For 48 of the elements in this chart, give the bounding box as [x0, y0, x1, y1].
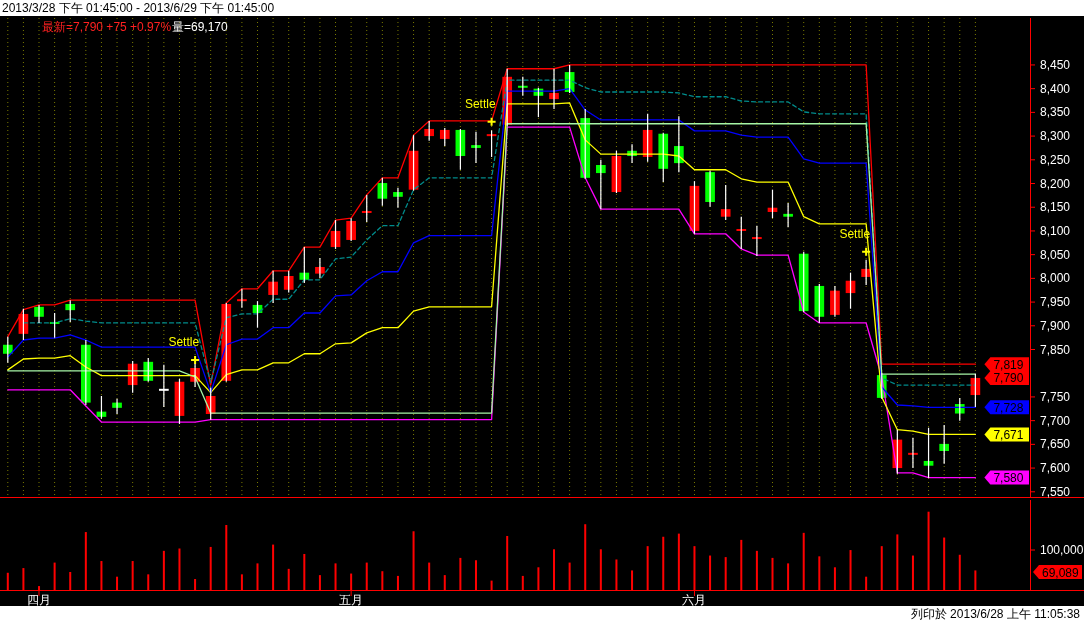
text: 列印於 2013/6/28 上午 11:05:38: [910, 607, 1081, 621]
y-tick-label: 8,450: [1040, 57, 1071, 72]
y-tick-label: 7,850: [1040, 342, 1071, 357]
line-series: [7, 126, 977, 479]
y-tick-label: 7,600: [1040, 461, 1071, 476]
candlestick: [439, 127, 450, 147]
y-tick-label: 8,150: [1040, 200, 1071, 215]
y-tick-label: 7,900: [1040, 318, 1071, 333]
data-label: 7,728: [993, 400, 1024, 415]
title: 2013/3/28 下午 01:45:00 - 2013/6/29 下午 01:45:00: [2, 1, 275, 15]
value-tag: 7,728: [984, 400, 1029, 415]
x-tick-label: 五月: [339, 593, 364, 607]
y-tick-label: 8,100: [1040, 223, 1071, 238]
y-tick-label: 7,950: [1040, 295, 1071, 310]
candlestick: [361, 194, 372, 223]
y-tick-label: 8,400: [1040, 81, 1071, 96]
data-label: 7,819: [993, 357, 1024, 372]
y-tick-label: 7,650: [1040, 437, 1071, 452]
value-tag: 69,089: [1033, 565, 1082, 580]
data-label: 7,580: [993, 471, 1024, 486]
annotation: 量=69,170: [172, 20, 229, 34]
candlestick: [596, 159, 606, 210]
candlestick: [814, 283, 825, 324]
y-tick-label: 8,250: [1040, 152, 1071, 167]
data-label: Settle: [464, 96, 496, 111]
candlestick: [65, 299, 76, 323]
annotation: 最新=7,790 +75 +0.97%: [42, 20, 172, 34]
y-tick-label: 8,350: [1040, 105, 1071, 120]
y-tick-label: 8,000: [1040, 271, 1071, 286]
y-tick-label: 7,750: [1040, 389, 1071, 404]
x-tick-label: 四月: [27, 593, 52, 607]
y-tick-label: 8,200: [1040, 176, 1071, 191]
y-tick-label: 8,300: [1040, 129, 1071, 144]
y-tick-label: 7,700: [1040, 413, 1071, 428]
value-tag: 7,671: [984, 427, 1029, 442]
candlestick: [283, 270, 294, 294]
y-tick-label: 8,050: [1040, 247, 1071, 262]
candlestick: [939, 424, 949, 465]
candlestick: [720, 184, 731, 221]
data-label: 7,671: [993, 427, 1024, 442]
value-tag: 7,819: [984, 357, 1029, 372]
data-label: Settle: [168, 334, 200, 349]
candlestick: [424, 120, 434, 142]
x-tick-label: 六月: [682, 593, 707, 607]
candlestick: [517, 76, 528, 97]
text: 100,000: [1040, 543, 1084, 557]
candlestick: [736, 216, 747, 250]
y-tick-label: 7,550: [1040, 484, 1071, 499]
